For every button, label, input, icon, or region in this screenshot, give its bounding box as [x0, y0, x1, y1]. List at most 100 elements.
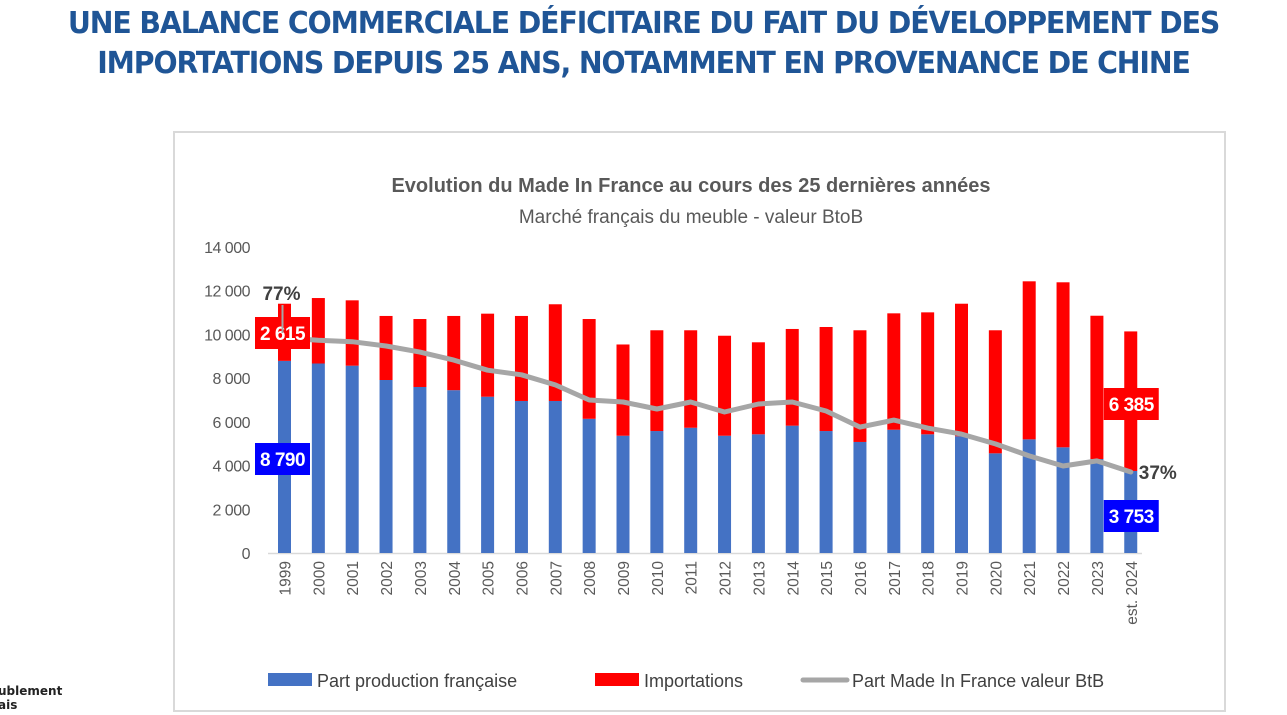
logo-text-line-1: ublement	[0, 684, 63, 698]
x-tick-label: 1999	[278, 561, 295, 595]
bar-production	[311, 363, 325, 553]
legend-label-imports: Importations	[644, 671, 743, 691]
legend-swatch-imports	[595, 673, 639, 686]
bar-production	[684, 427, 698, 553]
bar-production	[413, 386, 427, 553]
imports-data-label: 6 385	[1109, 395, 1155, 416]
x-tick-label: 2003	[413, 561, 430, 595]
x-tick-label: 2020	[988, 561, 1005, 596]
bar-imports	[1022, 281, 1036, 440]
y-axis: 0 2 000 4 000 6 000 8 000 10 000 12 000 14 000	[204, 240, 1142, 563]
bar-imports	[447, 315, 461, 391]
bar-imports	[1056, 282, 1070, 448]
x-tick-label: 2022	[1056, 561, 1073, 595]
bar-production	[379, 380, 393, 553]
bar-production	[616, 435, 630, 553]
stacked-bar-chart: Evolution du Made In France au cours des…	[204, 175, 1177, 691]
production-data-label: 8 790	[260, 450, 305, 471]
x-tick-label: 2019	[955, 561, 972, 595]
chart-frame: Evolution du Made In France au cours des…	[173, 131, 1226, 712]
bar-imports	[853, 330, 867, 442]
x-tick-label: 2014	[785, 561, 802, 596]
legend-swatch-production	[268, 673, 312, 686]
legend-label-production: Part production française	[317, 671, 517, 691]
production-data-label-bg	[255, 443, 310, 475]
x-tick-label: 2021	[1022, 561, 1039, 595]
share-line-layer	[282, 335, 1134, 475]
x-tick-label: 2002	[379, 561, 396, 595]
share-data-label: 37%	[1139, 463, 1177, 484]
y-tick-label: 2 000	[212, 502, 250, 519]
bar-imports	[650, 330, 664, 432]
x-axis: 1999 2000 2001 2002 2003 2004 2005 2006 2007 2008…	[278, 561, 1141, 625]
bar-imports	[819, 326, 833, 432]
logo-text-line-2: ais	[0, 698, 18, 712]
bar-imports	[751, 342, 765, 435]
share-line	[282, 335, 1134, 475]
bar-production	[582, 418, 596, 553]
bar-production	[481, 396, 495, 553]
x-tick-label: 2006	[514, 561, 531, 595]
chart-subtitle: Marché français du meuble - valeur BtoB	[519, 207, 863, 228]
x-tick-label: 2009	[616, 561, 633, 595]
bar-imports	[988, 330, 1002, 454]
bar-production	[853, 441, 867, 553]
bar-imports	[311, 298, 325, 364]
bar-imports	[481, 313, 495, 397]
x-tick-label: 2000	[311, 561, 328, 596]
production-data-label: 3 753	[1109, 507, 1154, 528]
x-tick-label: 2015	[819, 561, 836, 595]
slide-title: UNE BALANCE COMMERCIALE DÉFICITAIRE DU F…	[45, 4, 1242, 84]
bar-imports	[1090, 315, 1104, 460]
slide-title-line-2: IMPORTATIONS DEPUIS 25 ANS, NOTAMMENT EN…	[97, 46, 1191, 81]
x-tick-label: 2008	[582, 561, 599, 595]
x-tick-label: 2001	[345, 561, 362, 595]
legend: Part production française Importations Par…	[268, 671, 1104, 691]
bar-production	[785, 425, 799, 553]
x-tick-label: 2013	[751, 561, 768, 595]
bar-production	[548, 400, 562, 553]
imports-data-label-bg	[1103, 388, 1159, 420]
bar-production	[955, 436, 968, 553]
imports-data-label: 2 615	[260, 324, 306, 345]
x-tick-label: 2011	[684, 561, 701, 594]
y-tick-label: 14 000	[204, 240, 251, 257]
bar-production	[819, 431, 833, 553]
share-data-label: 77%	[262, 284, 300, 305]
x-tick-label: 2010	[650, 561, 667, 596]
chart-title: Evolution du Made In France au cours des…	[391, 175, 990, 197]
x-tick-label: 2012	[718, 561, 735, 595]
bar-imports	[684, 330, 698, 428]
bar-production	[447, 390, 461, 553]
x-tick-label: 2018	[921, 561, 938, 595]
x-tick-label: est. 2024	[1124, 561, 1141, 625]
bar-production	[1056, 447, 1070, 553]
bar-imports	[887, 313, 901, 430]
x-tick-label: 2016	[853, 561, 870, 595]
bar-imports	[345, 300, 359, 366]
bar-imports	[785, 328, 799, 426]
logo-fragment: ublement ais	[0, 684, 62, 712]
y-tick-label: 0	[242, 546, 251, 563]
bar-production	[988, 453, 1002, 553]
bar-production	[718, 435, 732, 553]
bar-imports	[582, 319, 596, 419]
y-tick-label: 12 000	[204, 284, 251, 301]
bar-production	[1090, 459, 1104, 553]
x-tick-label: 2004	[447, 561, 464, 596]
bar-production	[751, 434, 765, 553]
bar-production	[650, 431, 664, 553]
bars	[278, 281, 1138, 553]
data-labels: 2 615 8 790 77% 6 385 3 753 37%	[255, 284, 1177, 532]
bar-imports	[718, 335, 732, 436]
y-tick-label: 6 000	[212, 415, 250, 432]
bar-production	[921, 434, 935, 553]
slide-title-line-1: UNE BALANCE COMMERCIALE DÉFICITAIRE DU F…	[67, 6, 1220, 41]
x-tick-label: 2007	[548, 561, 565, 595]
x-tick-label: 2005	[481, 561, 498, 595]
bar-production	[887, 429, 901, 553]
bar-imports	[955, 303, 968, 437]
bar-imports	[514, 315, 528, 401]
bar-production	[514, 400, 528, 553]
y-tick-label: 8 000	[212, 371, 250, 388]
